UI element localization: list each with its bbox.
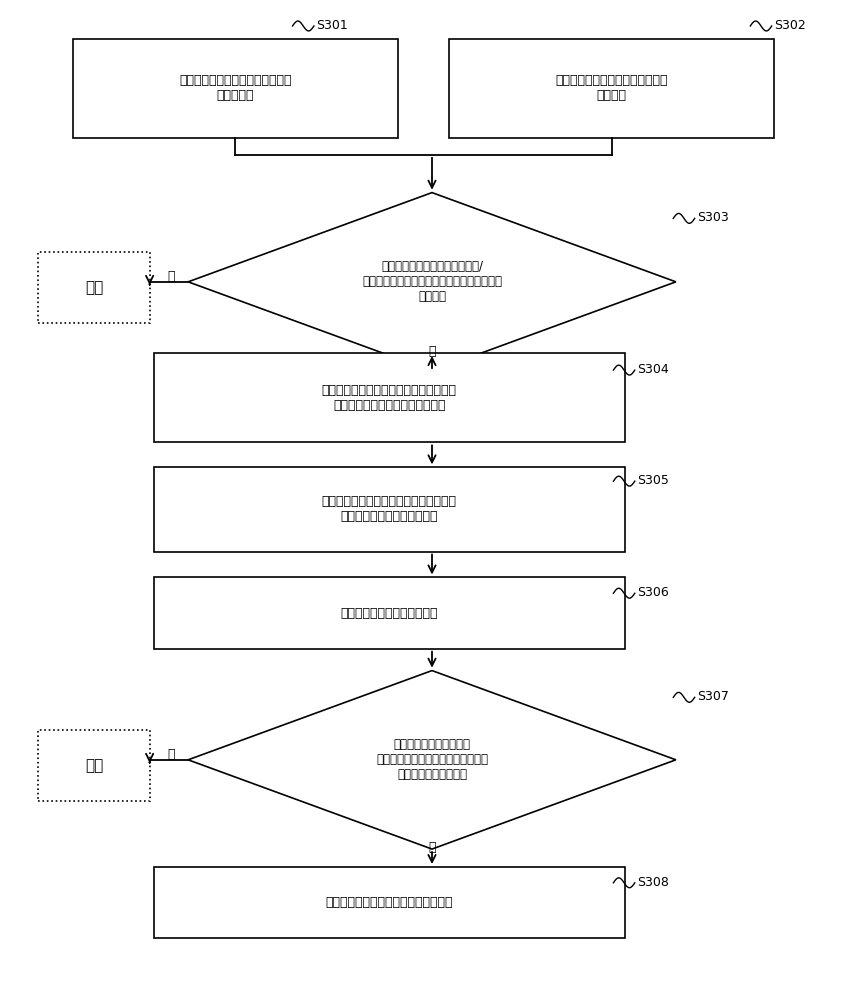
Text: S303: S303 [697, 211, 729, 224]
Text: 结束: 结束 [85, 280, 103, 295]
Text: S307: S307 [697, 690, 729, 703]
Text: 对车头前方图像进行车尾检测，得到车头
前方图像中的一个或多个目标对象: 对车头前方图像进行车尾检测，得到车头 前方图像中的一个或多个目标对象 [321, 384, 457, 412]
Text: 检测车头前方图像中的车道线: 检测车头前方图像中的车道线 [340, 607, 438, 620]
Text: S308: S308 [638, 876, 670, 889]
FancyBboxPatch shape [154, 353, 625, 442]
Text: S302: S302 [774, 19, 806, 32]
Text: S306: S306 [638, 586, 669, 599]
Text: S305: S305 [638, 474, 670, 487]
Text: 否: 否 [168, 748, 175, 761]
Text: 对检测到的各个目标对象进行目标跟踪，
得到各个目标对象的运动轨迹: 对检测到的各个目标对象进行目标跟踪， 得到各个目标对象的运动轨迹 [321, 495, 457, 523]
FancyBboxPatch shape [154, 867, 625, 938]
FancyBboxPatch shape [154, 467, 625, 552]
FancyBboxPatch shape [73, 39, 397, 138]
Text: 通过重力传感器采集当前车辆的加
速度信息: 通过重力传感器采集当前车辆的加 速度信息 [556, 74, 668, 102]
Text: 是: 是 [429, 841, 435, 854]
FancyBboxPatch shape [38, 730, 149, 801]
Text: 基于车头前方图像的图像特征和/
或加速度信息确定当前车辆的行驶状态是否为
静止状态: 基于车头前方图像的图像特征和/ 或加速度信息确定当前车辆的行驶状态是否为 静止状… [362, 260, 502, 303]
Text: 否: 否 [168, 270, 175, 283]
FancyBboxPatch shape [154, 577, 625, 649]
FancyBboxPatch shape [38, 252, 149, 323]
Text: 是: 是 [429, 345, 435, 358]
Text: S301: S301 [316, 19, 348, 32]
Text: S304: S304 [638, 363, 669, 376]
Polygon shape [188, 671, 676, 849]
Polygon shape [188, 193, 676, 371]
Text: 通过视频传感器采集当前车辆的车
头前方图像: 通过视频传感器采集当前车辆的车 头前方图像 [179, 74, 291, 102]
FancyBboxPatch shape [449, 39, 774, 138]
Text: 结束: 结束 [85, 758, 103, 773]
Text: 基于车道线的检测结果和
目标对象的运动轨迹判断当前车辆的
前一车辆是否发生运动: 基于车道线的检测结果和 目标对象的运动轨迹判断当前车辆的 前一车辆是否发生运动 [376, 738, 488, 781]
Text: 生成用于提醒当前车辆启动的提醒信息: 生成用于提醒当前车辆启动的提醒信息 [326, 896, 453, 909]
